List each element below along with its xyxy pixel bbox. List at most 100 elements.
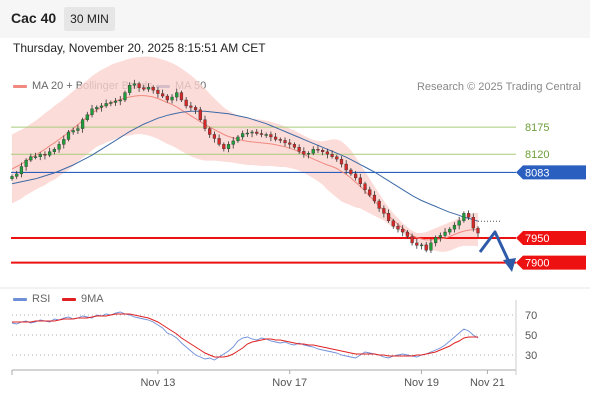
candle-body (222, 144, 226, 149)
candle-body (457, 220, 461, 226)
rsi-series-rsi (11, 311, 479, 361)
level-label-8120: 8120 (525, 149, 549, 161)
candle-body (38, 154, 42, 157)
candle-body (137, 83, 141, 88)
candle-body (113, 100, 118, 103)
candle-body (71, 130, 75, 133)
candle-body (391, 220, 395, 227)
candle-body (29, 156, 33, 161)
candle-body (471, 217, 475, 229)
level-label-8175: 8175 (525, 122, 549, 134)
rsi-swatch (13, 297, 27, 301)
candle-body (99, 105, 104, 108)
candle-body (273, 136, 278, 140)
candle-body (264, 134, 268, 136)
candle-body (189, 105, 193, 108)
level-tag-8083 (516, 165, 586, 180)
candle-body (217, 138, 221, 145)
candle-body (104, 103, 108, 107)
candle-body (48, 151, 52, 156)
candle-body (198, 109, 202, 120)
candle-body (302, 151, 306, 155)
candle-body (85, 114, 89, 120)
rsi-tick-30: 30 (525, 350, 537, 362)
candle-body (259, 133, 264, 135)
rsi-tick-50: 50 (525, 330, 537, 342)
level-tag-7900 (516, 255, 586, 270)
candle-body (452, 224, 457, 230)
candle-body (363, 183, 367, 190)
candle-body (179, 92, 184, 101)
x-tick-label: Nov 19 (404, 377, 439, 389)
candle-body (283, 140, 287, 144)
candle-body (203, 119, 207, 129)
candle-body (429, 242, 433, 251)
level-label-8083: 8083 (525, 167, 549, 179)
candle-body (344, 163, 348, 171)
level-label-7950: 7950 (525, 233, 549, 245)
candle-body (57, 144, 61, 150)
candle-body (184, 99, 188, 107)
candle-body (448, 228, 452, 233)
candle-body (226, 144, 231, 149)
ma50-line (11, 110, 479, 222)
research-credit: Research © 2025 Trading Central (416, 81, 581, 93)
rsi-tick-70: 70 (525, 310, 537, 322)
candle-body (316, 149, 320, 151)
candle-body (335, 156, 339, 160)
candle-body (109, 102, 113, 104)
candle-body (208, 128, 212, 135)
x-tick-label: Nov 13 (140, 377, 175, 389)
level-label-7900: 7900 (525, 258, 549, 270)
candle-body (170, 96, 174, 101)
timeframe-badge[interactable]: 30 MIN (64, 7, 115, 31)
projection-path (478, 230, 512, 265)
candle-body (161, 93, 165, 97)
candle-body (142, 87, 146, 90)
candle-body (250, 131, 254, 134)
candle-body (15, 173, 19, 177)
candle-body (151, 86, 155, 91)
candle-body (438, 235, 442, 238)
candle-body (95, 107, 99, 110)
candle-body (325, 151, 329, 155)
candle-body (90, 108, 94, 115)
candle-body (410, 236, 414, 244)
candle-body (62, 139, 66, 145)
candle-body (132, 83, 136, 86)
candle-body (288, 142, 292, 145)
level-tag-7950 (516, 230, 586, 245)
candle-body (349, 169, 353, 175)
candle-body (354, 173, 358, 179)
candle-body (269, 134, 273, 138)
candle-body (401, 228, 405, 233)
candle-body (321, 150, 325, 152)
candle-body (175, 92, 179, 98)
legend-9ma: 9MA (62, 293, 104, 305)
ma-bb-swatch (13, 84, 27, 88)
chart-datetime: Thursday, November 20, 2025 8:15:51 AM C… (13, 41, 266, 55)
candle-body (372, 194, 377, 202)
candle-body (358, 177, 362, 184)
candle-body (292, 144, 297, 148)
candle-body (382, 208, 386, 214)
candle-body (339, 158, 344, 165)
candle-body (128, 85, 132, 93)
candle-body (156, 89, 160, 94)
candle-body (306, 153, 311, 155)
ma9-swatch (62, 297, 76, 301)
symbol-label: Cac 40 (11, 10, 57, 26)
legend-9ma-label: 9MA (81, 293, 104, 305)
x-tick-label: Nov 21 (470, 377, 505, 389)
candle-body (377, 200, 381, 209)
legend-rsi-label: RSI (32, 293, 51, 305)
candle-body (24, 159, 28, 167)
candle-body (466, 213, 471, 218)
candle-body (368, 189, 372, 196)
candle-body (386, 213, 391, 221)
candle-body (278, 139, 282, 141)
candle-body (462, 213, 466, 221)
candle-body (330, 154, 334, 157)
candle-body (146, 86, 151, 90)
